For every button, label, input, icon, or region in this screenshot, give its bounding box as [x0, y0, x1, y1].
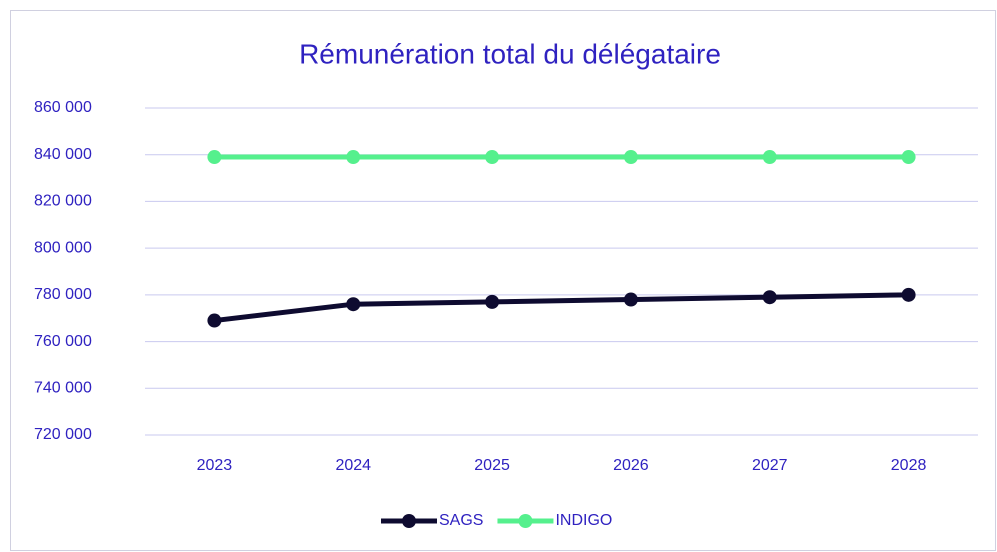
- y-tick-label: 820 000: [34, 193, 92, 210]
- legend-label: INDIGO: [555, 512, 612, 529]
- data-point: [901, 287, 916, 302]
- data-point: [762, 290, 777, 305]
- y-tick-label: 740 000: [34, 380, 92, 397]
- y-tick-label: 800 000: [34, 239, 92, 256]
- y-tick-label: 760 000: [34, 333, 92, 350]
- y-tick-label: 860 000: [34, 99, 92, 116]
- x-tick-label: 2025: [474, 457, 510, 474]
- data-point: [485, 150, 500, 165]
- data-point: [346, 297, 361, 312]
- y-tick-label: 780 000: [34, 286, 92, 303]
- chart-frame: [10, 10, 996, 551]
- series-line: [214, 292, 909, 324]
- data-point: [623, 150, 638, 165]
- x-tick-label: 2026: [613, 457, 649, 474]
- legend-label: SAGS: [439, 512, 483, 529]
- data-point: [207, 150, 222, 165]
- data-point: [901, 150, 916, 165]
- data-point: [485, 294, 500, 309]
- data-point: [207, 313, 222, 328]
- legend-marker: [402, 514, 416, 528]
- x-tick-label: 2023: [197, 457, 233, 474]
- data-point: [623, 292, 638, 307]
- x-tick-label: 2027: [752, 457, 788, 474]
- x-tick-label: 2028: [891, 457, 927, 474]
- x-tick-label: 2024: [335, 457, 371, 474]
- y-tick-label: 720 000: [34, 426, 92, 443]
- data-point: [762, 150, 777, 165]
- chart-title: Rémunération total du délégataire: [299, 38, 721, 69]
- y-tick-label: 840 000: [34, 146, 92, 163]
- legend-marker: [518, 514, 533, 528]
- data-point: [346, 150, 361, 165]
